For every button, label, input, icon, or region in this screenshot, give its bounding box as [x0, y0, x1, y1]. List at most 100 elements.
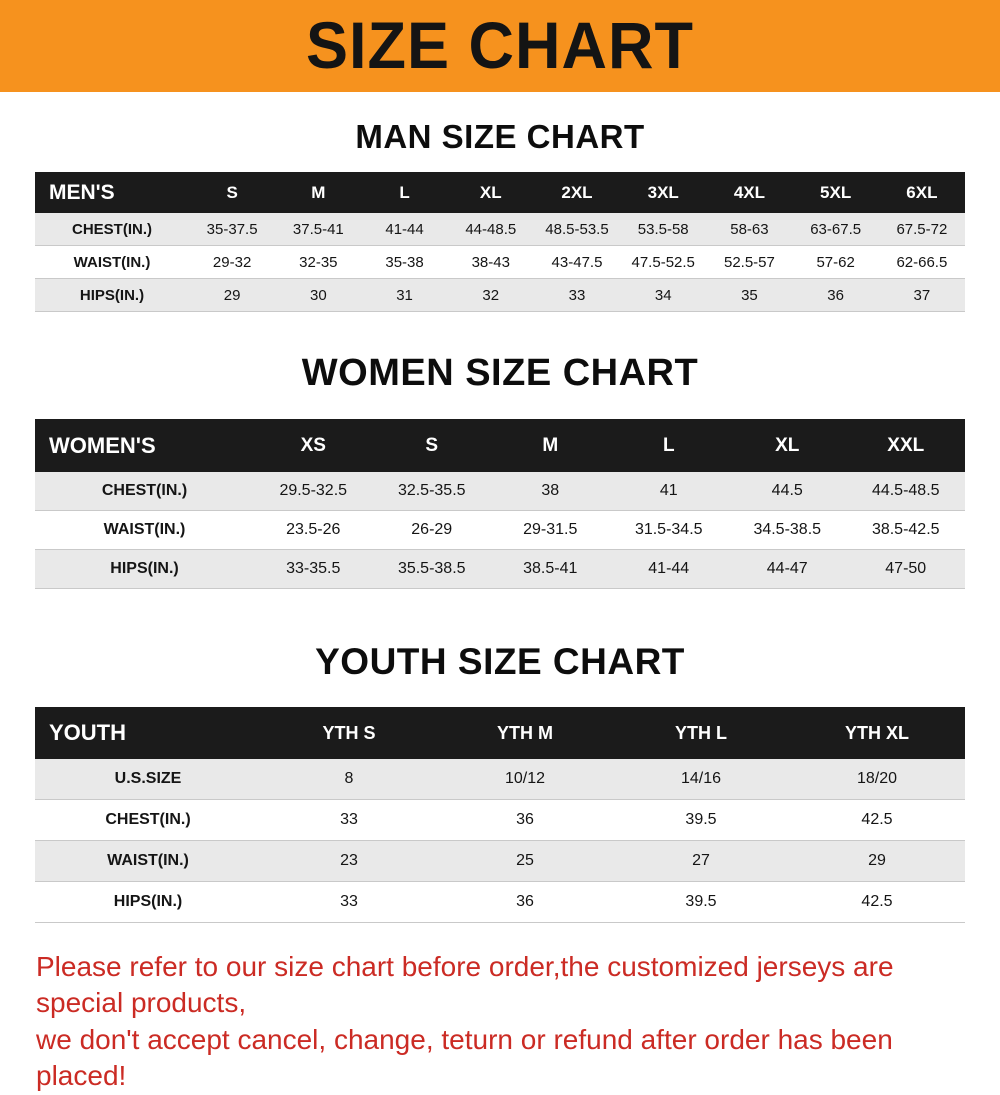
disclaimer-line-1: Please refer to our size chart before or… [36, 951, 894, 1019]
value-cell: 35 [706, 278, 793, 312]
table-title-cell: YOUTH [35, 707, 261, 759]
row-label-cell: WAIST(IN.) [35, 510, 254, 550]
value-cell: 33 [533, 278, 621, 312]
value-cell: 53.5-58 [620, 213, 707, 246]
row-label-cell: HIPS(IN.) [35, 549, 254, 589]
value-cell: 38 [491, 472, 610, 511]
value-cell: 38.5-42.5 [846, 510, 965, 550]
size-column-header: M [491, 419, 610, 472]
table-row: CHEST(IN.) 35-37.5 37.5-41 41-44 44-48.5 48.5… [35, 213, 965, 246]
value-cell: 29 [189, 278, 276, 312]
disclaimer: Please refer to our size chart before or… [0, 949, 1000, 1095]
size-column-header: XL [728, 419, 847, 472]
youth-section-heading: YOUTH SIZE CHART [315, 641, 685, 682]
value-cell: 35-38 [361, 245, 448, 279]
size-column-header: 3XL [620, 172, 707, 213]
size-column-header: S [189, 172, 276, 213]
row-label-cell: WAIST(IN.) [35, 245, 189, 279]
youth-size-section: YOUTH SIZE CHART YOUTH YTH S YTH M YTH L YTH… [0, 641, 1000, 923]
value-cell: 41-44 [361, 213, 448, 246]
value-cell: 52.5-57 [706, 245, 793, 279]
value-cell: 47.5-52.5 [620, 245, 707, 279]
size-column-header: XS [254, 419, 373, 472]
value-cell: 62-66.5 [878, 245, 965, 279]
size-column-header: M [275, 172, 362, 213]
size-column-header: YTH L [613, 707, 789, 759]
value-cell: 57-62 [792, 245, 879, 279]
value-cell: 39.5 [613, 881, 789, 923]
value-cell: 25 [437, 840, 613, 882]
table-row: HIPS(IN.) 29 30 31 32 33 34 35 36 37 [35, 278, 965, 312]
value-cell: 42.5 [789, 881, 965, 923]
value-cell: 37 [878, 278, 965, 312]
value-cell: 44.5 [728, 472, 847, 511]
value-cell: 35.5-38.5 [372, 549, 491, 589]
size-column-header: XL [447, 172, 534, 213]
table-row: HIPS(IN.) 33-35.5 35.5-38.5 38.5-41 41-44 44-… [35, 549, 965, 589]
table-header-row: WOMEN'S XS S M L XL XXL [35, 419, 965, 472]
value-cell: 37.5-41 [275, 213, 362, 246]
size-column-header: 2XL [533, 172, 621, 213]
value-cell: 29 [789, 840, 965, 882]
table-row: U.S.SIZE 8 10/12 14/16 18/20 [35, 759, 965, 800]
value-cell: 58-63 [706, 213, 793, 246]
value-cell: 36 [437, 799, 613, 841]
value-cell: 29.5-32.5 [254, 472, 373, 511]
value-cell: 26-29 [372, 510, 491, 550]
size-column-header: L [361, 172, 448, 213]
women-size-table: WOMEN'S XS S M L XL XXL CHEST(IN.) 29.5-32.5 32.5… [35, 419, 965, 589]
value-cell: 29-31.5 [491, 510, 610, 550]
value-cell: 38.5-41 [491, 549, 610, 589]
table-row: CHEST(IN.) 29.5-32.5 32.5-35.5 38 41 44.5 44.5… [35, 472, 965, 511]
value-cell: 44-47 [728, 549, 847, 589]
size-column-header: 6XL [878, 172, 965, 213]
value-cell: 14/16 [613, 759, 789, 800]
value-cell: 48.5-53.5 [533, 213, 621, 246]
row-label-cell: HIPS(IN.) [35, 278, 189, 312]
value-cell: 32.5-35.5 [372, 472, 491, 511]
table-header-row: MEN'S S M L XL 2XL 3XL 4XL 5XL 6XL [35, 172, 965, 213]
table-row: HIPS(IN.) 33 36 39.5 42.5 [35, 881, 965, 923]
size-column-header: L [609, 419, 728, 472]
value-cell: 34 [620, 278, 707, 312]
size-column-header: 5XL [792, 172, 879, 213]
row-label-cell: U.S.SIZE [35, 759, 261, 800]
row-label-cell: HIPS(IN.) [35, 881, 261, 923]
women-size-section: WOMEN SIZE CHART WOMEN'S XS S M L XL XXL CHEST(… [0, 352, 1000, 589]
value-cell: 38-43 [447, 245, 534, 279]
table-row: WAIST(IN.) 23.5-26 26-29 29-31.5 31.5-34.5 34… [35, 510, 965, 550]
value-cell: 41-44 [609, 549, 728, 589]
value-cell: 43-47.5 [533, 245, 621, 279]
value-cell: 67.5-72 [878, 213, 965, 246]
value-cell: 32 [447, 278, 534, 312]
size-column-header: YTH M [437, 707, 613, 759]
value-cell: 29-32 [189, 245, 276, 279]
table-header-row: YOUTH YTH S YTH M YTH L YTH XL [35, 707, 965, 759]
row-label-cell: CHEST(IN.) [35, 213, 189, 246]
value-cell: 33 [261, 881, 437, 923]
value-cell: 27 [613, 840, 789, 882]
table-row: WAIST(IN.) 23 25 27 29 [35, 840, 965, 882]
value-cell: 35-37.5 [189, 213, 276, 246]
value-cell: 33-35.5 [254, 549, 373, 589]
value-cell: 31.5-34.5 [609, 510, 728, 550]
value-cell: 42.5 [789, 799, 965, 841]
value-cell: 44.5-48.5 [846, 472, 965, 511]
value-cell: 36 [792, 278, 879, 312]
size-column-header: YTH S [261, 707, 437, 759]
women-section-heading: WOMEN SIZE CHART [301, 352, 699, 394]
table-title-cell: MEN'S [35, 172, 189, 213]
table-row: WAIST(IN.) 29-32 32-35 35-38 38-43 43-47.5 47.… [35, 245, 965, 279]
banner: SIZE CHART [0, 0, 1000, 92]
size-column-header: S [372, 419, 491, 472]
row-label-cell: CHEST(IN.) [35, 472, 254, 511]
value-cell: 63-67.5 [792, 213, 879, 246]
table-title-cell: WOMEN'S [35, 419, 254, 472]
value-cell: 31 [361, 278, 448, 312]
page-title: SIZE CHART [306, 8, 694, 83]
size-column-header: 4XL [706, 172, 793, 213]
value-cell: 34.5-38.5 [728, 510, 847, 550]
table-row: CHEST(IN.) 33 36 39.5 42.5 [35, 799, 965, 841]
value-cell: 44-48.5 [447, 213, 534, 246]
row-label-cell: CHEST(IN.) [35, 799, 261, 841]
